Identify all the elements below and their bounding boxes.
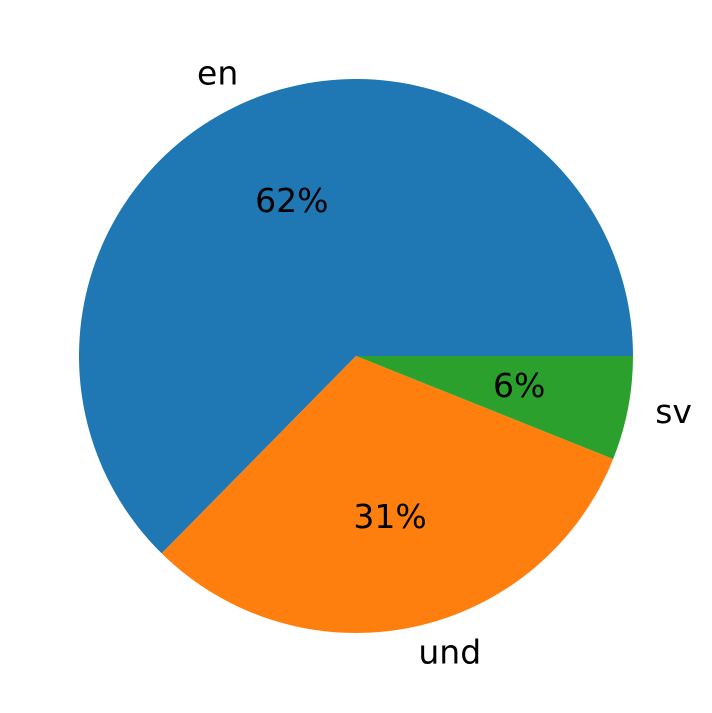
pct-label-en: 62% [255, 181, 328, 220]
slice-label-en: en [197, 53, 238, 92]
pie-slices [78, 78, 633, 633]
pct-label-und: 31% [353, 497, 426, 536]
slice-label-sv: sv [655, 392, 692, 431]
pie-slice-en [78, 78, 633, 554]
slice-label-und: und [418, 633, 481, 672]
pie-slice-und [161, 356, 614, 633]
pie-labels: en 62% und 31% sv 6% [197, 53, 692, 671]
pie-slice-sv [356, 356, 633, 459]
pct-label-sv: 6% [493, 366, 545, 405]
